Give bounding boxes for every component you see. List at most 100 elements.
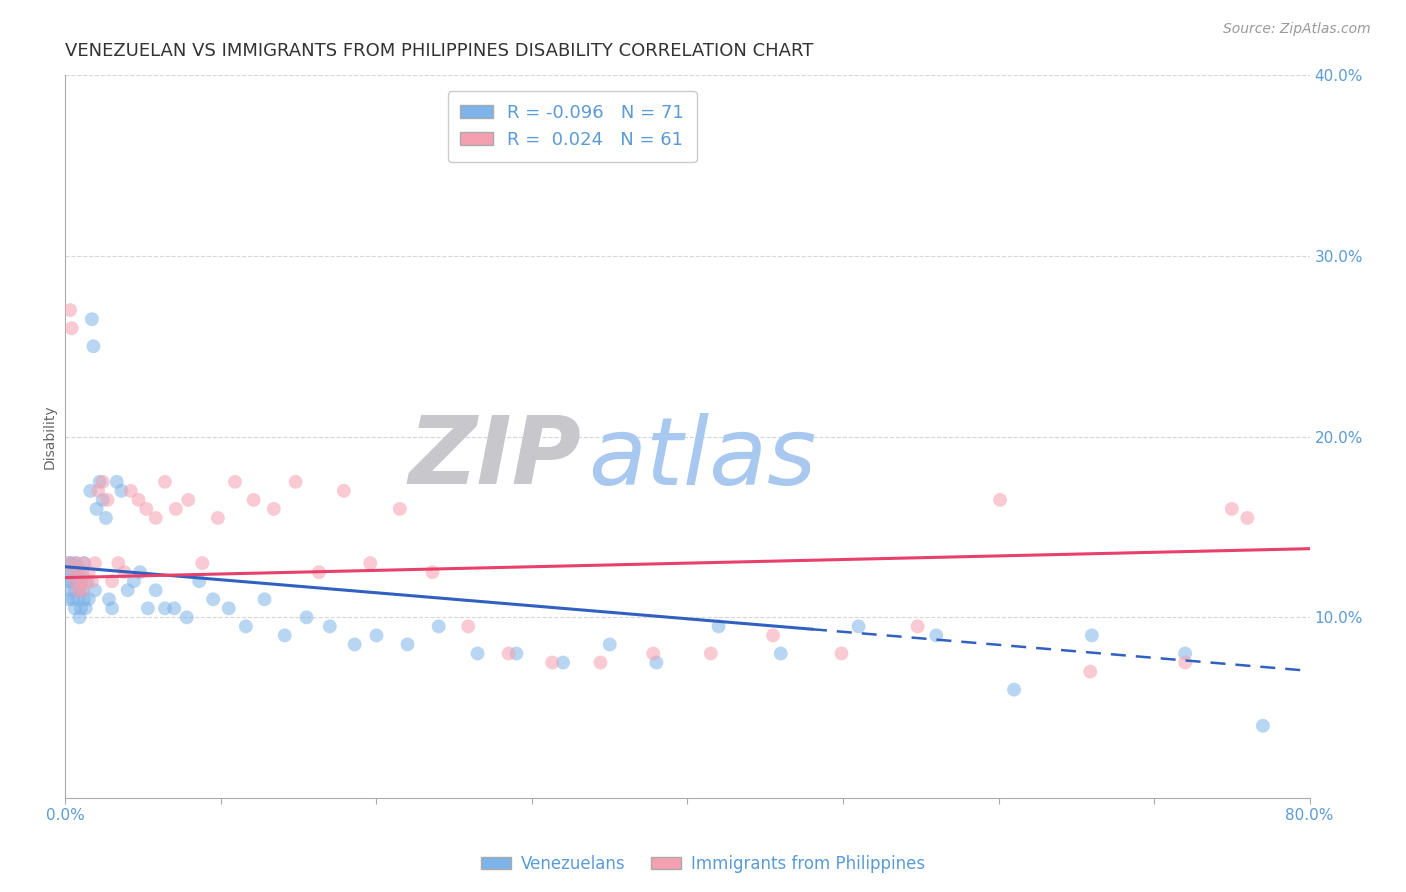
Point — [94, 511, 117, 525]
Point — [308, 565, 330, 579]
Point — [848, 619, 870, 633]
Point — [76, 574, 98, 589]
Point — [165, 502, 187, 516]
Point — [72, 583, 94, 598]
Point — [65, 574, 87, 589]
Point — [284, 475, 307, 489]
Point — [59, 565, 82, 579]
Point — [925, 628, 948, 642]
Point — [114, 565, 136, 579]
Point — [396, 637, 419, 651]
Text: Source: ZipAtlas.com: Source: ZipAtlas.com — [1223, 22, 1371, 37]
Point — [235, 619, 257, 633]
Point — [176, 610, 198, 624]
Point — [700, 647, 723, 661]
Text: ZIP: ZIP — [409, 412, 582, 504]
Point — [80, 312, 103, 326]
Point — [72, 565, 94, 579]
Point — [541, 656, 564, 670]
Point — [70, 574, 93, 589]
Point — [91, 475, 114, 489]
Point — [59, 303, 82, 318]
Point — [91, 492, 114, 507]
Point — [191, 556, 214, 570]
Point — [202, 592, 225, 607]
Point — [82, 339, 104, 353]
Point — [1002, 682, 1025, 697]
Point — [359, 556, 381, 570]
Point — [98, 592, 121, 607]
Point — [65, 556, 87, 570]
Point — [145, 583, 167, 598]
Point — [1078, 665, 1101, 679]
Point — [60, 574, 83, 589]
Point — [77, 592, 100, 607]
Point — [96, 492, 118, 507]
Point — [295, 610, 318, 624]
Point — [70, 574, 93, 589]
Point — [343, 637, 366, 651]
Point — [66, 583, 89, 598]
Point — [177, 492, 200, 507]
Point — [122, 574, 145, 589]
Point — [69, 583, 91, 598]
Point — [86, 502, 108, 516]
Point — [117, 583, 139, 598]
Point — [599, 637, 621, 651]
Point — [69, 610, 91, 624]
Y-axis label: Disability: Disability — [44, 404, 58, 469]
Point — [1174, 647, 1197, 661]
Point — [60, 556, 83, 570]
Point — [84, 556, 107, 570]
Point — [75, 574, 97, 589]
Legend: Venezuelans, Immigrants from Philippines: Venezuelans, Immigrants from Philippines — [474, 848, 932, 880]
Point — [333, 483, 356, 498]
Point — [69, 565, 91, 579]
Point — [70, 601, 93, 615]
Point — [59, 583, 82, 598]
Point — [589, 656, 612, 670]
Point — [907, 619, 929, 633]
Point — [89, 475, 111, 489]
Point — [65, 556, 87, 570]
Point — [58, 592, 80, 607]
Point — [769, 647, 792, 661]
Point — [1081, 628, 1104, 642]
Point — [274, 628, 297, 642]
Point — [253, 592, 276, 607]
Point — [60, 321, 83, 335]
Point — [366, 628, 388, 642]
Point — [56, 574, 79, 589]
Point — [63, 583, 86, 598]
Point — [110, 483, 132, 498]
Point — [163, 601, 186, 615]
Point — [457, 619, 479, 633]
Text: VENEZUELAN VS IMMIGRANTS FROM PHILIPPINES DISABILITY CORRELATION CHART: VENEZUELAN VS IMMIGRANTS FROM PHILIPPINE… — [66, 42, 814, 60]
Point — [467, 647, 489, 661]
Point — [73, 592, 96, 607]
Point — [66, 565, 89, 579]
Point — [1236, 511, 1258, 525]
Point — [242, 492, 264, 507]
Point — [62, 565, 84, 579]
Point — [643, 647, 665, 661]
Point — [645, 656, 668, 670]
Point — [58, 556, 80, 570]
Point — [84, 583, 107, 598]
Point — [1251, 719, 1274, 733]
Point — [135, 502, 157, 516]
Point — [62, 592, 84, 607]
Point — [128, 492, 150, 507]
Point — [224, 475, 246, 489]
Point — [207, 511, 229, 525]
Point — [129, 565, 152, 579]
Point — [62, 565, 84, 579]
Text: atlas: atlas — [588, 413, 817, 504]
Point — [1220, 502, 1243, 516]
Point — [145, 511, 167, 525]
Point — [73, 556, 96, 570]
Point — [188, 574, 211, 589]
Point — [87, 483, 110, 498]
Point — [66, 592, 89, 607]
Point — [830, 647, 852, 661]
